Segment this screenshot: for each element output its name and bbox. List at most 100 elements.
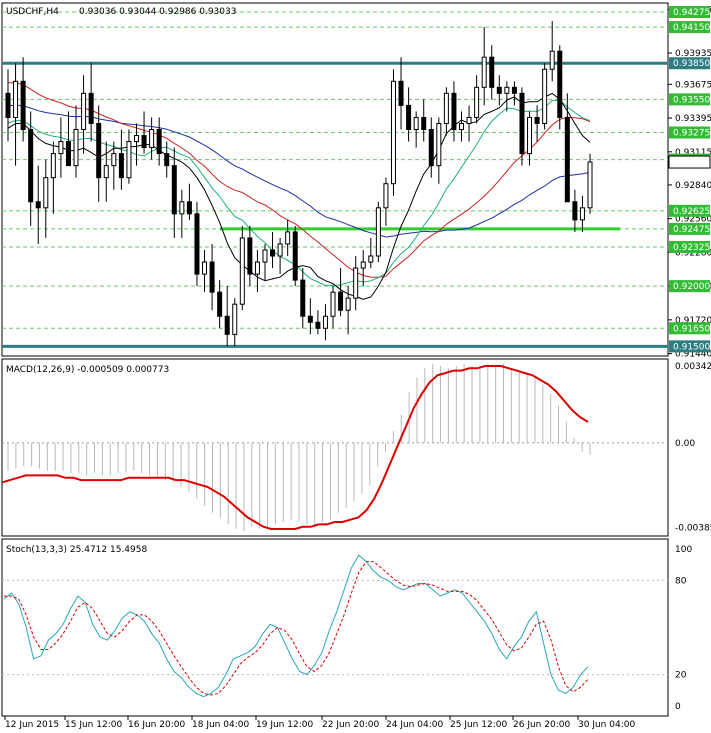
candle [149,117,155,160]
candle-body [217,291,223,317]
candle-body [149,129,155,149]
candle [270,231,276,269]
time-tick-label: 25 Jun 12:00 [450,720,507,730]
candle-body [436,122,442,167]
candle-body [35,201,41,209]
level-price-box [669,21,710,34]
candle [496,75,502,106]
candle-body [81,92,87,131]
ma-short-line [7,92,591,300]
candle-body [383,183,389,209]
macd-signal-line [1,365,589,530]
candle [35,165,41,244]
candle-body [186,201,192,215]
level-price-label: 0.91650 [673,324,710,334]
candle-body [171,165,177,215]
level-price-box [669,57,710,70]
candle [232,298,238,347]
candle-body [519,92,525,155]
candle-body [133,135,139,143]
candle-body [126,141,132,179]
level-price-box [669,322,710,335]
candle [527,111,533,166]
level-price-label: 0.94275 [673,8,710,18]
candle [73,105,79,178]
macd-tick-label: 0.00 [675,439,695,449]
candle-body [481,56,487,88]
candle-body [247,237,253,275]
candle [202,249,208,293]
level-price-label: 0.92625 [673,207,710,217]
candle [5,69,11,142]
candle [519,87,525,166]
candle [443,87,449,136]
level-price-label: 0.92000 [673,282,710,292]
candle [330,286,336,329]
candle-body [564,116,570,203]
candle-body [270,249,276,257]
candle [103,141,109,202]
time-axis: 12 Jun 2015 15 Jun 12:00 16 Jun 20:00 18 Ju… [4,716,635,730]
candle [368,237,374,269]
candle-body [285,231,291,245]
candle [315,310,321,335]
level-price-box [669,93,710,106]
ma-mid-line [8,82,591,278]
candle-body [489,56,495,88]
candle [451,81,457,142]
candle [277,237,283,275]
candle-body [292,231,298,281]
candle-body [322,315,328,329]
candle [489,45,495,100]
candle [118,129,124,190]
candle [549,21,555,82]
candle-body [443,92,449,124]
candle-body [345,297,351,311]
candle-body [390,80,396,185]
level-price-box [669,6,710,19]
candle-body [209,261,215,293]
candle [338,268,344,317]
candle [428,117,434,178]
stoch-tick-label: 0 [675,702,681,712]
candle-body [406,104,412,131]
candle-body [459,122,465,131]
time-tick-label: 15 Jun 12:00 [65,720,122,730]
candle-body [65,141,71,167]
time-tick-label: 30 Jun 04:00 [578,720,635,730]
candle [217,280,223,329]
macd-tick-label: -0.003857 [675,524,711,534]
candle [164,141,170,178]
candle [375,201,381,263]
candle-body [239,237,245,305]
candle [111,141,117,190]
candle [474,75,480,124]
candle-body [338,291,344,311]
candle [534,105,540,142]
stochastic-panel: 100 80 20 0 [2,545,692,712]
stoch-tick-label: 20 [675,671,687,681]
candle [504,81,510,112]
candle [579,195,585,232]
level-price-box [669,204,710,217]
time-tick-label: 24 Jun 04:00 [386,720,443,730]
candle-body [534,116,540,124]
ma-slow-line [7,104,591,238]
candle [413,111,419,148]
candle [254,249,260,293]
level-price-box [669,280,710,293]
candle [383,177,389,226]
candle [81,75,87,154]
candle-body [504,86,510,94]
candle [300,268,306,329]
candle-body [111,153,117,167]
level-price-label: 0.93550 [673,95,710,105]
candle [285,219,291,257]
candle [406,87,412,142]
candlestick-series [5,21,593,347]
candle-body [511,86,517,94]
time-tick-label: 22 Jun 20:00 [322,720,379,730]
candle [88,63,94,142]
candle [459,111,465,142]
